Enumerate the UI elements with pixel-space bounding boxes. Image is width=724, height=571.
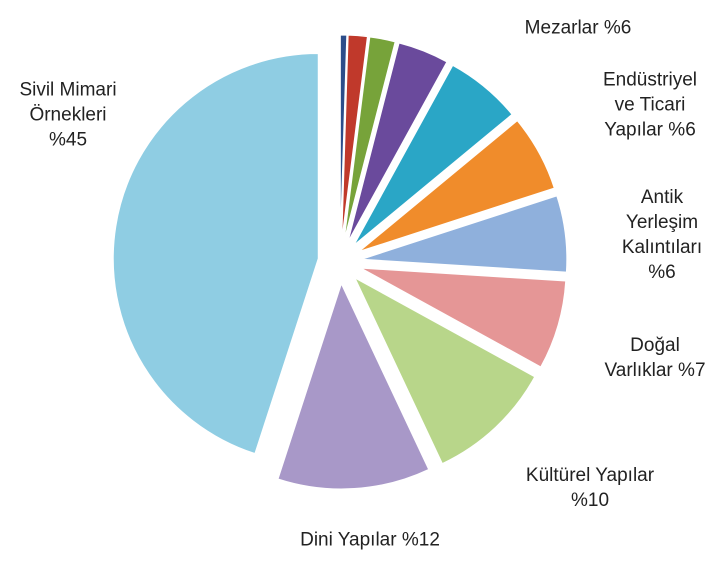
value-label: %7 [678,360,706,381]
value-label: %45 [48,129,88,151]
slice-label: Dini Yapılar %12 [295,528,445,553]
value-label: %12 [401,529,440,551]
category-label: Doğal Varlıklar [604,335,680,381]
pie-slice [353,64,513,246]
category-label: Mezarlar [524,17,599,39]
pie-slice [343,36,396,241]
slice-label: Antik Yerleşim Kalıntıları %6 [611,185,713,285]
category-label: Endüstriyel ve Ticari Yapılar [603,69,697,141]
category-label: Antik Yerleşim Kalıntıları [621,187,703,258]
slice-label: Mezarlar %6 [508,16,648,41]
value-label: %6 [603,17,632,39]
slice-label: Endüstriyel ve Ticari Yapılar %6 [594,68,706,143]
pie-slice [353,276,536,465]
pie-slice [341,34,368,241]
pie-slice [112,53,319,455]
value-label: %6 [668,119,696,141]
slice-label: Doğal Varlıklar %7 [596,333,714,383]
category-label: Dini Yapılar [300,529,397,551]
pie-slice [358,120,555,252]
pie-slice [339,34,348,241]
pie-slice [347,42,448,242]
pie-slice [361,195,568,273]
value-label: %10 [570,490,610,511]
slice-label: Kültürel Yapılar %10 [525,463,655,513]
category-label: Kültürel Yapılar [525,465,655,486]
slice-label: Sivil Mimari Örnekleri %45 [9,78,127,153]
category-label: Sivil Mimari Örnekleri [19,79,117,126]
pie-slice [360,267,567,368]
value-label: %6 [648,262,676,283]
pie-slice [277,282,430,490]
